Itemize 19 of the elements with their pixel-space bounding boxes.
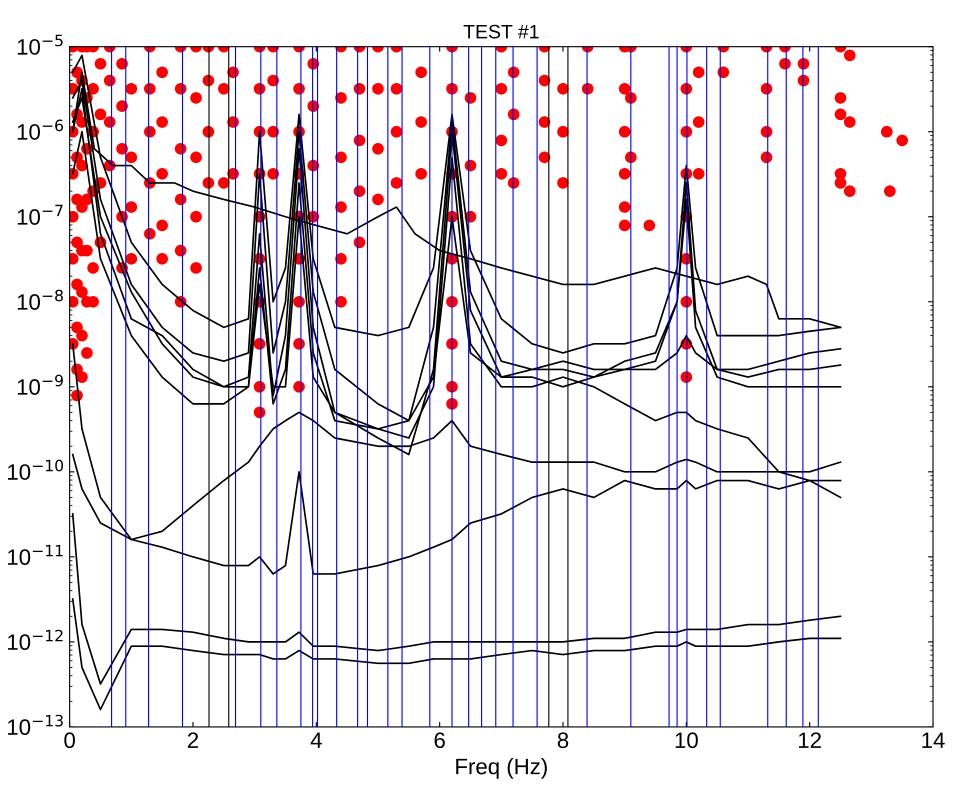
x-tick-label: 0 — [64, 732, 75, 748]
x-tick-label: 8 — [558, 732, 568, 748]
chart-title: TEST #1 — [464, 24, 539, 39]
x-tick-label: 10 — [676, 732, 698, 748]
y-tick-label: 10$^{−9}$ — [18, 374, 63, 395]
y-tick-label: 10$^{−12}$ — [8, 630, 63, 650]
y-tick-label: 10$^{−13}$ — [8, 714, 63, 736]
y-tick-label: 10$^{−6}$ — [18, 120, 63, 140]
y-tick-label: 10$^{−10}$ — [8, 460, 64, 480]
y-tick-label: 10$^{−8}$ — [18, 290, 63, 310]
x-tick-label: 12 — [799, 732, 821, 748]
x-tick-label: 6 — [434, 732, 445, 748]
y-tick-label: 10$^{−5}$ — [18, 34, 63, 55]
x-tick-label: 4 — [310, 732, 322, 748]
x-axis-title: Freq (Hz) — [456, 758, 547, 779]
x-tick-label: 2 — [188, 732, 198, 748]
x-tick-label: 14 — [922, 732, 945, 748]
y-tick-label: 10$^{−11}$ — [8, 544, 63, 565]
y-tick-label: 10$^{−7}$ — [18, 204, 63, 225]
